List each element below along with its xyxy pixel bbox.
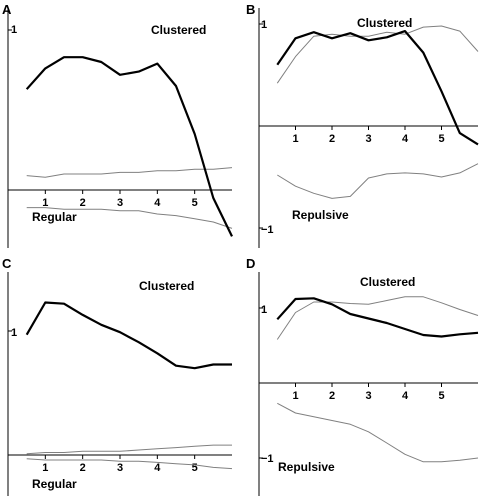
panel-c-upper-line — [26, 444, 232, 455]
panel-b-x-tick-label-3: 3 — [365, 133, 371, 145]
panel-b-clustered-label: Clustered — [357, 16, 412, 30]
panel-d-repulsive-label: Repulsive — [278, 460, 335, 474]
panel-a-y-tick-label-1: 1 — [11, 24, 17, 36]
panel-c-y-tick-labels: 1 — [11, 327, 17, 339]
panel-a-x-tick-label-2: 2 — [80, 197, 86, 209]
panel-d-x-tick-label-4: 4 — [402, 390, 409, 402]
panel-a-x-tick-label-1: 1 — [42, 197, 48, 209]
panel-a-x-tick-label-3: 3 — [117, 197, 123, 209]
panel-d-series — [276, 296, 479, 463]
panel-b-y-tick-labels: 1 −1 — [261, 19, 274, 236]
panel-d-x-tick-labels: 1 2 3 4 5 — [292, 390, 444, 402]
panel-a-clustered-label: Clustered — [151, 23, 206, 37]
panel-d-x-tick-label-1: 1 — [292, 390, 298, 402]
panel-a-ticks — [8, 29, 196, 194]
panel-b-lower-line — [277, 163, 479, 199]
panel-d-upper-line — [276, 296, 479, 340]
panel-c-lower-line — [26, 458, 233, 470]
panel-d-clustered-label: Clustered — [360, 275, 415, 289]
panel-c-x-tick-label-5: 5 — [192, 462, 198, 474]
panel-c-x-tick-label-2: 2 — [80, 462, 86, 474]
panel-d-y-tick-label-1: 1 — [261, 304, 267, 316]
panel-d-y-tick-label-neg1: −1 — [261, 453, 274, 465]
panel-a-observed-line — [25, 56, 233, 237]
panel-a-x-tick-label-5: 5 — [192, 197, 198, 209]
panel-a-series — [25, 56, 233, 237]
panel-b-x-tick-label-5: 5 — [438, 133, 444, 145]
panel-a-lower-line — [26, 207, 233, 229]
panel-c: C 1 1 2 3 4 5 Clustered Regular — [2, 256, 233, 496]
panel-a-letter: A — [2, 2, 12, 17]
panel-d-x-tick-label-3: 3 — [365, 390, 371, 402]
panel-d-observed-line — [276, 297, 479, 338]
panel-b-x-tick-labels: 1 2 3 4 5 — [292, 133, 444, 145]
panel-d-ticks — [259, 307, 442, 459]
panel-b-letter: B — [246, 2, 255, 17]
panel-b-y-tick-label-1: 1 — [261, 19, 267, 31]
panel-d-letter: D — [246, 256, 255, 271]
panel-c-x-tick-labels: 1 2 3 4 5 — [42, 462, 197, 474]
panel-a-regular-label: Regular — [32, 210, 77, 224]
panel-a-y-tick-labels: 1 — [11, 24, 17, 36]
panel-d-y-tick-labels: 1 −1 — [261, 304, 274, 465]
panel-b-observed-line — [276, 30, 479, 146]
panel-c-ticks — [8, 330, 196, 459]
panel-c-x-tick-label-3: 3 — [117, 462, 123, 474]
panel-c-x-tick-label-1: 1 — [42, 462, 48, 474]
panel-b-x-tick-label-4: 4 — [402, 133, 409, 145]
panel-b-repulsive-label: Repulsive — [292, 208, 349, 222]
panel-d-lower-line — [277, 402, 479, 463]
panel-b-y-tick-label-neg1: −1 — [261, 224, 274, 236]
panel-d-x-tick-label-5: 5 — [438, 390, 444, 402]
panel-b-ticks — [259, 23, 442, 229]
panel-c-x-tick-label-4: 4 — [154, 462, 161, 474]
panel-a-upper-line — [26, 167, 233, 178]
panel-b-x-tick-label-2: 2 — [329, 133, 335, 145]
panel-a-x-tick-label-4: 4 — [154, 197, 161, 209]
panel-b: B 1 −1 1 2 3 4 5 Clustered Repulsive — [246, 2, 479, 248]
panel-b-upper-line — [276, 25, 479, 84]
panel-d-x-tick-label-2: 2 — [329, 390, 335, 402]
panel-b-x-tick-label-1: 1 — [292, 133, 298, 145]
panel-a-x-tick-labels: 1 2 3 4 5 — [42, 197, 197, 209]
panel-c-series — [25, 301, 233, 470]
panel-a: A 1 1 2 3 4 5 Clustered Regular — [2, 2, 233, 248]
panel-c-regular-label: Regular — [32, 477, 77, 491]
panel-c-y-tick-label-1: 1 — [11, 327, 17, 339]
panel-d: D 1 −1 1 2 3 4 5 Clustered Repulsive — [246, 256, 479, 496]
panel-c-letter: C — [2, 256, 12, 271]
panel-b-series — [276, 25, 479, 199]
panel-c-clustered-label: Clustered — [139, 279, 194, 293]
panel-c-observed-line — [25, 301, 232, 370]
